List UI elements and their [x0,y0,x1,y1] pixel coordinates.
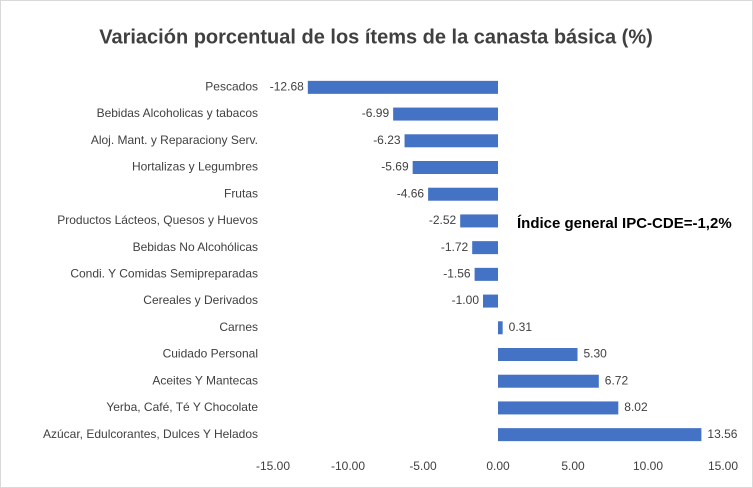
x-tick-label: -5.00 [409,459,437,473]
x-tick-label: -10.00 [331,459,365,473]
value-label: -5.69 [381,160,409,174]
y-tick-label: Carnes [219,320,258,334]
bar [404,134,498,148]
value-label: -6.23 [373,133,401,147]
annotation: Índice general IPC-CDE=-1,2% [517,215,732,232]
bar [460,214,498,228]
bar [498,428,702,442]
value-label: 6.72 [605,373,629,387]
value-label: -6.99 [362,106,390,120]
x-tick-label: -15.00 [256,459,290,473]
bar [474,267,498,281]
y-tick-label: Bebidas No Alcohólicas [133,240,258,254]
y-tick-label: Hortalizas y Legumbres [132,160,258,174]
y-tick-label: Bebidas Alcoholicas y tabacos [97,106,258,120]
y-tick-label: Condi. Y Comidas Semipreparadas [70,267,258,281]
y-tick-label: Yerba, Café, Té Y Chocolate [106,400,258,414]
y-tick-label: Pescados [205,80,258,94]
y-tick-label: Aloj. Mant. y Reparaciony Serv. [91,133,258,147]
value-label: -2.52 [429,213,457,227]
y-tick-label: Azúcar, Edulcorantes, Dulces Y Helados [43,427,258,441]
bar [483,294,498,308]
value-label: -1.56 [443,267,471,281]
bar [412,161,498,174]
x-tick-label: 5.00 [561,459,585,473]
bar [498,321,503,335]
y-tick-label: Cuidado Personal [163,347,258,361]
y-tick-label: Aceites Y Mantecas [152,373,258,387]
value-label: 0.31 [509,320,533,334]
y-tick-label: Cereales y Derivados [143,293,258,307]
value-label: -12.68 [270,80,304,94]
value-label: -1.72 [441,240,469,254]
bar [307,80,498,94]
x-tick-label: 15.00 [708,459,738,473]
value-label: 8.02 [624,400,648,414]
bar [472,241,498,255]
value-label: 13.56 [707,427,737,441]
y-tick-label: Productos Lácteos, Quesos y Huevos [57,213,258,227]
x-tick-label: 10.00 [633,459,663,473]
value-label: -1.00 [452,293,480,307]
bar [428,187,498,201]
x-tick-label: 0.00 [486,459,510,473]
y-tick-label: Frutas [224,186,258,200]
bar [393,107,498,121]
value-label: 5.30 [584,347,608,361]
bar [498,348,578,361]
value-label: -4.66 [397,186,425,200]
chart-title: Variación porcentual de los ítems de la … [99,26,653,48]
bar [498,401,619,415]
bar [498,374,599,388]
